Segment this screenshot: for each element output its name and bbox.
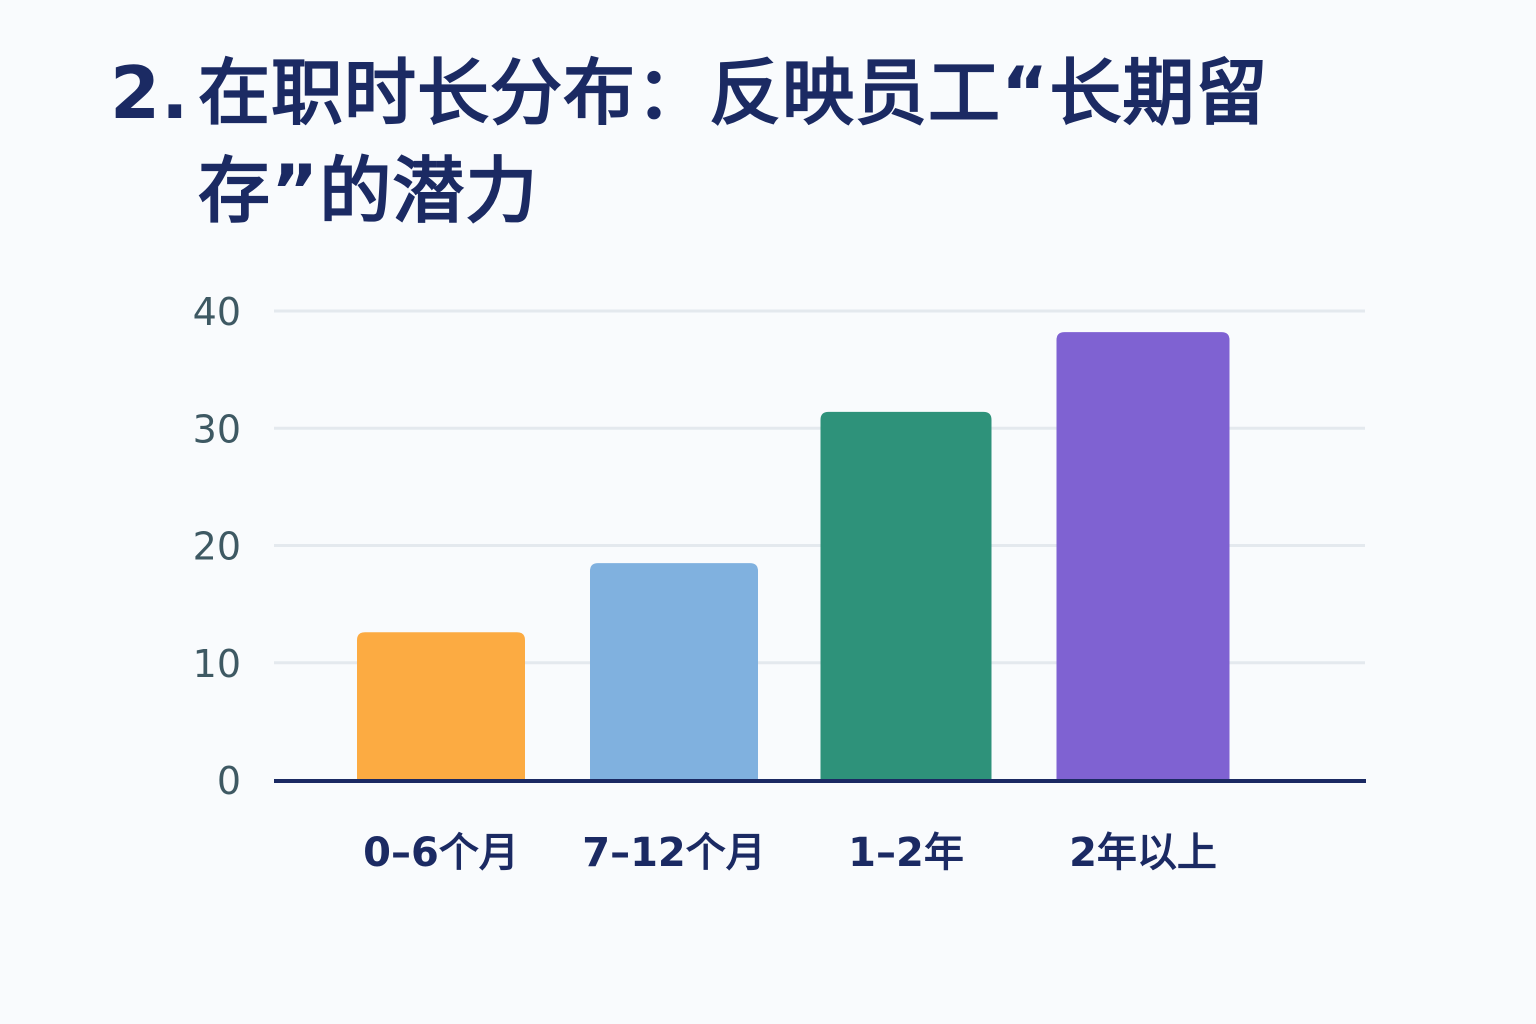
y-axis-tick-labels: 0 10 20 30 40 [193, 290, 241, 803]
y-tick-label: 0 [217, 759, 241, 803]
bars [357, 332, 1230, 780]
x-category-label: 1–2年 [848, 830, 964, 876]
bar-1 [357, 632, 525, 780]
y-tick-label: 20 [193, 525, 241, 569]
y-tick-label: 40 [193, 290, 241, 334]
title-number: 2. [110, 51, 190, 135]
bar-3 [820, 411, 992, 780]
x-category-label: 7–12个月 [582, 830, 766, 876]
bar-2 [590, 563, 758, 780]
y-tick-label: 10 [193, 642, 241, 686]
x-category-label: 0–6个月 [363, 830, 519, 876]
x-category-label: 2年以上 [1069, 830, 1217, 876]
y-tick-label: 30 [193, 407, 241, 451]
chart-title: 2. 在职时长分布：反映员工“长期留存”的潜力 [110, 44, 1440, 240]
x-axis-category-labels: 0–6个月 7–12个月 1–2年 2年以上 [363, 830, 1217, 876]
bar-4 [1056, 332, 1230, 780]
title-text: 在职时长分布：反映员工“长期留存”的潜力 [198, 51, 1269, 233]
